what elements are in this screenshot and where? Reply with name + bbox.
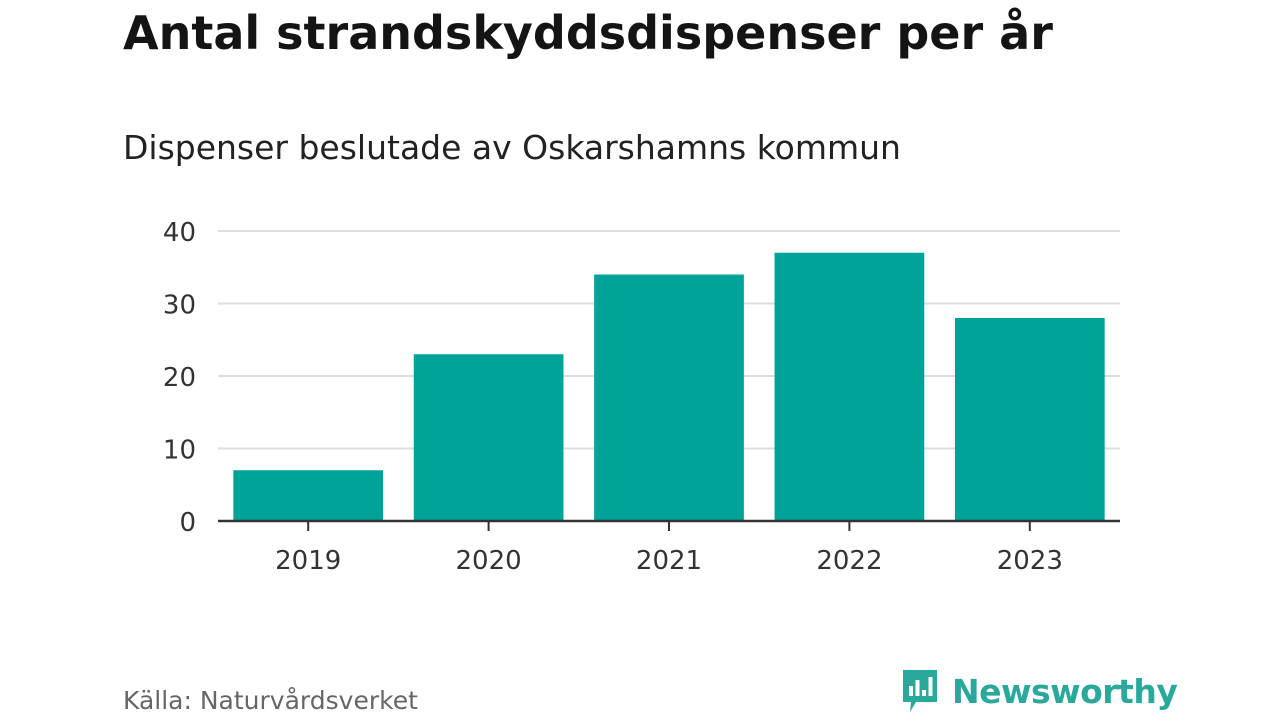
bars (233, 252, 1105, 521)
brand-logo: Newsworthy (900, 668, 1178, 714)
bar-2023 (954, 318, 1105, 521)
bar-2020 (413, 354, 564, 521)
y-tick-label: 20 (163, 363, 196, 393)
chart-title: Antal strandskyddsdispenser per år (123, 6, 1053, 60)
x-tick-label: 2021 (636, 546, 702, 576)
y-tick-label: 30 (163, 291, 196, 321)
newsworthy-logo-icon (903, 670, 937, 712)
x-tick-label: 2020 (456, 546, 522, 576)
brand-name: Newsworthy (952, 671, 1178, 711)
chart-subtitle: Dispenser beslutade av Oskarshamns kommu… (123, 128, 901, 167)
x-tick-label: 2022 (816, 546, 882, 576)
bar-2021 (594, 274, 744, 521)
bar-2019 (233, 470, 384, 521)
y-tick-label: 0 (179, 508, 196, 538)
bar-2022 (774, 252, 925, 521)
y-tick-label: 40 (163, 218, 196, 248)
y-tick-label: 10 (163, 436, 196, 466)
x-tick-label: 2023 (997, 546, 1063, 576)
x-tick-label: 2019 (275, 546, 341, 576)
source-note: Källa: Naturvårdsverket (123, 686, 418, 715)
axes: 0 10 20 30 40 2019 2020 2021 2022 2023 (163, 218, 1120, 576)
